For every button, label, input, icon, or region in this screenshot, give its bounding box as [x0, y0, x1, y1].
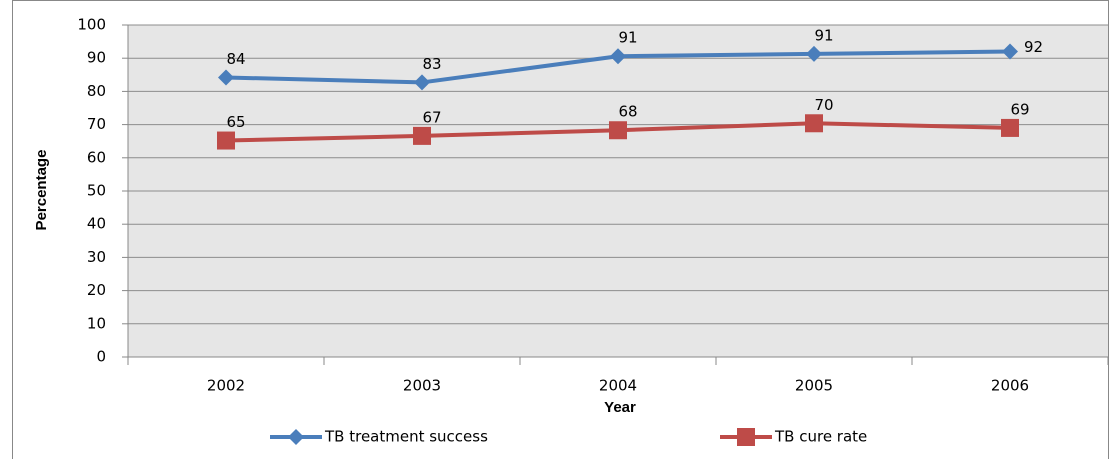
- data-label: 67: [422, 108, 441, 126]
- point-marker: [1001, 118, 1019, 137]
- data-label: 65: [226, 113, 245, 131]
- x-tick-label: 2006: [991, 377, 1029, 395]
- point-marker: [218, 69, 234, 86]
- y-tick-label: 60: [87, 148, 106, 166]
- x-tick-label: 2004: [599, 377, 637, 395]
- x-tick-label: 2005: [795, 377, 833, 395]
- x-tick-label: 2002: [207, 377, 245, 395]
- data-label: 92: [1024, 38, 1043, 56]
- point-marker: [1002, 43, 1018, 60]
- x-tick-label: 2003: [403, 377, 441, 395]
- data-label: 68: [618, 103, 637, 121]
- y-tick-label: 40: [87, 215, 106, 233]
- x-axis-label: Year: [604, 399, 636, 416]
- data-label: 84: [226, 50, 245, 68]
- data-label: 91: [814, 26, 833, 44]
- y-tick-label: 90: [87, 49, 106, 67]
- y-tick-label: 80: [87, 82, 106, 100]
- point-marker: [413, 126, 431, 145]
- y-tick-label: 20: [87, 281, 106, 299]
- legend-label: TB cure rate: [774, 428, 867, 446]
- point-marker: [610, 48, 626, 65]
- point-marker: [806, 45, 822, 62]
- legend-marker: [737, 428, 755, 446]
- point-marker: [217, 131, 235, 150]
- data-label: 83: [422, 55, 441, 73]
- data-label: 91: [618, 29, 637, 47]
- y-tick-label: 0: [96, 348, 106, 366]
- y-tick-label: 100: [77, 16, 106, 34]
- chart-frame: [12, 0, 1109, 459]
- y-tick-label: 30: [87, 248, 106, 266]
- legend-label: TB treatment success: [324, 428, 488, 446]
- data-label: 70: [814, 96, 833, 114]
- y-tick-label: 70: [87, 115, 106, 133]
- y-tick-label: 10: [87, 314, 106, 332]
- point-marker: [805, 114, 823, 133]
- point-marker: [414, 74, 430, 91]
- y-axis-label: Percentage: [33, 150, 50, 231]
- point-marker: [609, 121, 627, 140]
- legend-marker: [288, 429, 304, 445]
- data-label: 69: [1010, 100, 1029, 118]
- y-tick-label: 50: [87, 182, 106, 200]
